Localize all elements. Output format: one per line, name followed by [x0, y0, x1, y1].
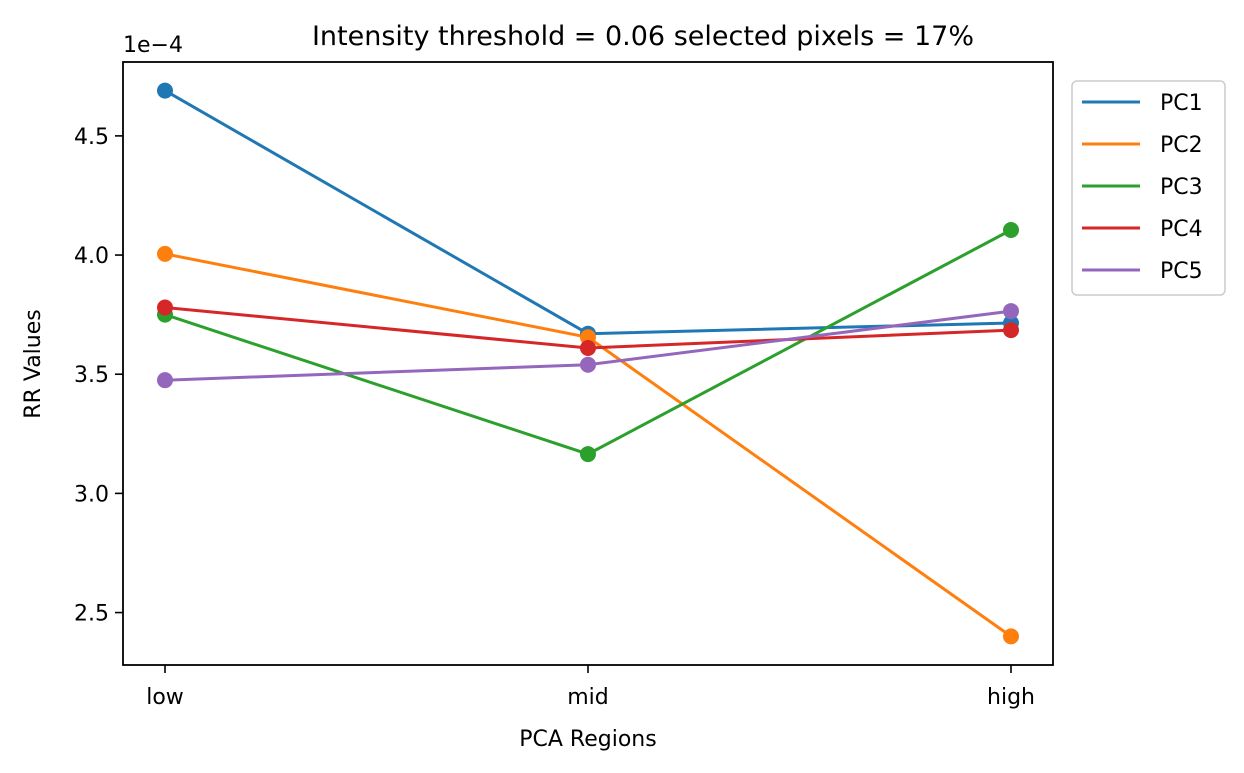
- data-point-pc4: [1003, 322, 1019, 339]
- x-tick-label: high: [987, 685, 1035, 710]
- series-line-pc2: [164, 252, 1012, 638]
- legend: PC1 PC2 PC3 PC4 PC5: [1071, 80, 1226, 296]
- chart-title: Intensity threshold = 0.06 selected pixe…: [312, 21, 974, 52]
- y-tick-label: 3.0: [74, 482, 109, 507]
- legend-frame: [1071, 80, 1226, 296]
- data-point-pc3: [580, 446, 596, 463]
- y-tick-label: 3.5: [74, 363, 109, 388]
- legend-entry-label: PC4: [1160, 217, 1203, 242]
- legend-entry-label: PC1: [1160, 91, 1203, 116]
- data-point-pc2: [1003, 628, 1019, 645]
- data-point-pc5: [580, 356, 596, 373]
- y-scale-factor: 1e−4: [123, 33, 183, 58]
- series-layer: [157, 82, 1019, 645]
- data-point-pc2: [157, 245, 173, 262]
- x-axis-label: PCA Regions: [519, 727, 656, 752]
- x-tick-label: mid: [567, 685, 609, 710]
- data-point-pc5: [1003, 303, 1019, 320]
- data-point-pc4: [580, 340, 596, 357]
- data-point-pc1: [157, 82, 173, 99]
- legend-entry-label: PC5: [1160, 259, 1203, 284]
- data-point-pc4: [157, 299, 173, 316]
- y-axis-label: RR Values: [21, 309, 46, 418]
- y-tick-label: 4.5: [74, 125, 109, 150]
- legend-entry-label: PC3: [1160, 175, 1203, 200]
- legend-entry-label: PC2: [1160, 133, 1203, 158]
- y-tick-label: 4.0: [74, 244, 109, 269]
- data-point-pc5: [157, 372, 173, 389]
- x-tick-label: low: [146, 685, 184, 710]
- y-tick-label: 2.5: [74, 602, 109, 627]
- x-axis: low mid high: [146, 665, 1035, 710]
- y-axis: 2.5 3.0 3.5 4.0 4.5: [74, 125, 123, 627]
- data-point-pc3: [1003, 222, 1019, 239]
